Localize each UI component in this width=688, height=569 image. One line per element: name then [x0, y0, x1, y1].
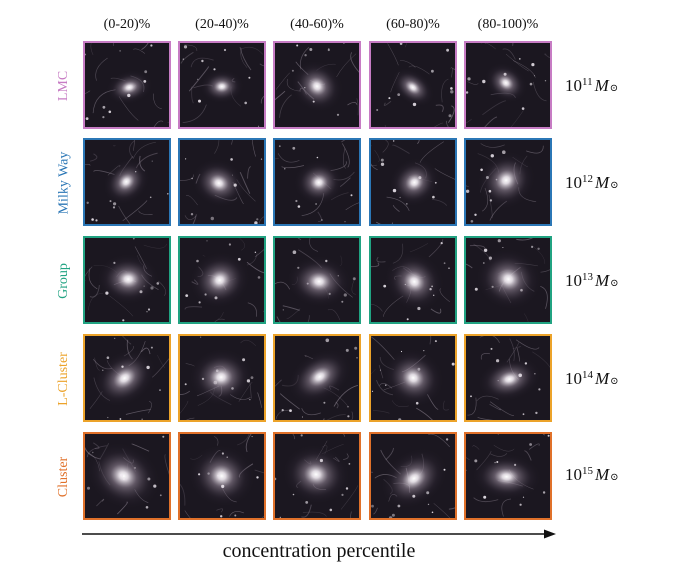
axis-label: concentration percentile — [222, 540, 416, 562]
halo-panel-milky-way-2 — [273, 138, 361, 226]
row-label-l-cluster: L-Cluster — [56, 352, 71, 406]
halo-panel-milky-way-1 — [178, 138, 266, 226]
halo-panel-group-4 — [464, 236, 552, 324]
halo-panel-group-3 — [369, 236, 457, 324]
halo-panel-l-cluster-2 — [273, 334, 361, 422]
halo-panel-cluster-0 — [83, 432, 171, 520]
halo-panel-lmc-3 — [369, 41, 457, 129]
halo-panel-group-2 — [273, 236, 361, 324]
column-header-1: (20-40)% — [195, 17, 249, 32]
column-header-0: (0-20)% — [103, 17, 151, 32]
row-label-cluster: Cluster — [56, 456, 72, 498]
halo-panel-milky-way-3 — [369, 138, 457, 226]
column-header-3: (60-80)% — [386, 17, 440, 32]
halo-panel-lmc-1 — [178, 41, 266, 129]
row-label-lmc: LMC — [56, 70, 71, 102]
halo-panel-group-1 — [178, 236, 266, 324]
halo-panel-cluster-3 — [369, 432, 457, 520]
halo-panel-l-cluster-1 — [178, 334, 266, 422]
column-header-4: (80-100)% — [477, 17, 539, 32]
mass-label-cluster: 1015 M⊙ — [565, 465, 619, 484]
mass-label-milky-way: 1012 M⊙ — [565, 173, 619, 192]
axis-arrow — [82, 529, 556, 539]
halo-panel-group-0 — [83, 236, 171, 324]
halo-panel-cluster-1 — [178, 432, 266, 520]
halo-panel-cluster-2 — [273, 432, 361, 520]
halo-panel-lmc-4 — [464, 41, 552, 129]
halo-panel-milky-way-0 — [83, 138, 171, 226]
halo-panel-milky-way-4 — [464, 138, 552, 226]
row-label-group: Group — [56, 263, 71, 299]
halo-panel-l-cluster-3 — [369, 334, 457, 422]
halo-panel-cluster-4 — [464, 432, 552, 520]
mass-label-lmc: 1011 M⊙ — [565, 76, 619, 95]
row-label-milky-way: Milky Way — [56, 151, 71, 215]
halo-panel-l-cluster-4 — [464, 334, 552, 422]
halo-panel-lmc-2 — [273, 41, 361, 129]
mass-label-group: 1013 M⊙ — [565, 271, 619, 290]
halo-panel-l-cluster-0 — [83, 334, 171, 422]
halo-panel-lmc-0 — [83, 41, 171, 129]
column-header-2: (40-60)% — [290, 17, 344, 32]
mass-label-l-cluster: 1014 M⊙ — [565, 369, 619, 388]
